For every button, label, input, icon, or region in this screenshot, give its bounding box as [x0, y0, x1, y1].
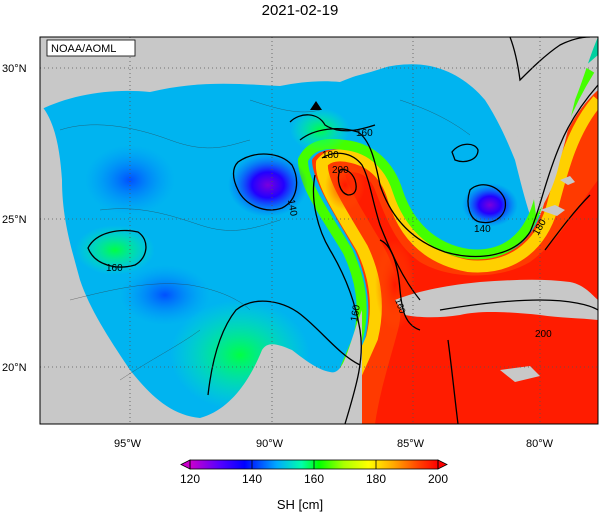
loop-edge-yellow — [315, 96, 598, 424]
map-title: 2021-02-19 — [261, 2, 339, 19]
contour-label: 180 — [322, 150, 339, 161]
contour-label: 200 — [332, 165, 349, 176]
eddy-west — [85, 145, 175, 215]
colorbar-tick-140: 140 — [242, 472, 263, 486]
lon-label-85: 85°W — [397, 438, 425, 450]
triangle-marker — [310, 101, 322, 110]
florida — [499, 37, 598, 215]
colorbar-tick-200: 200 — [428, 472, 449, 486]
lat-label-20: 20°N — [2, 362, 27, 374]
lat-label-25: 25°N — [2, 214, 27, 226]
contour-label: 160 — [393, 297, 408, 315]
lon-label-95: 95°W — [114, 438, 142, 450]
warm-eddy — [325, 160, 365, 210]
lon-label-90: 90°W — [256, 438, 284, 450]
contour-lines-thin — [59, 99, 471, 381]
contour-lines — [87, 37, 598, 424]
map-frame — [39, 36, 599, 425]
colorbar-title: SH [cm] — [276, 497, 324, 512]
contour-label: 160 — [356, 128, 373, 139]
colorbar-tick-120: 120 — [180, 472, 201, 486]
eddy-sw — [120, 265, 210, 325]
eddy-east — [462, 183, 518, 227]
credit-box: NOAA/AOML — [46, 39, 136, 57]
contour-label: 140 — [285, 199, 299, 218]
cuba — [395, 279, 598, 320]
credit-label: NOAA/AOML — [51, 43, 116, 55]
lat-label-30: 30°N — [2, 63, 27, 75]
colorbar — [180, 459, 448, 470]
colorbar-tick-160: 160 — [304, 472, 325, 486]
eddy-central — [228, 153, 308, 217]
mexico — [40, 104, 362, 424]
us-coast — [40, 37, 505, 104]
colorbar-tick-180: 180 — [366, 472, 387, 486]
contour-label: 160 — [106, 263, 123, 274]
contour-label: 200 — [535, 329, 552, 340]
green-west — [75, 225, 155, 275]
contour-label: 140 — [474, 224, 491, 235]
contour-label: 160 — [349, 304, 363, 323]
graticule — [40, 37, 598, 424]
lon-label-80: 80°W — [526, 438, 554, 450]
